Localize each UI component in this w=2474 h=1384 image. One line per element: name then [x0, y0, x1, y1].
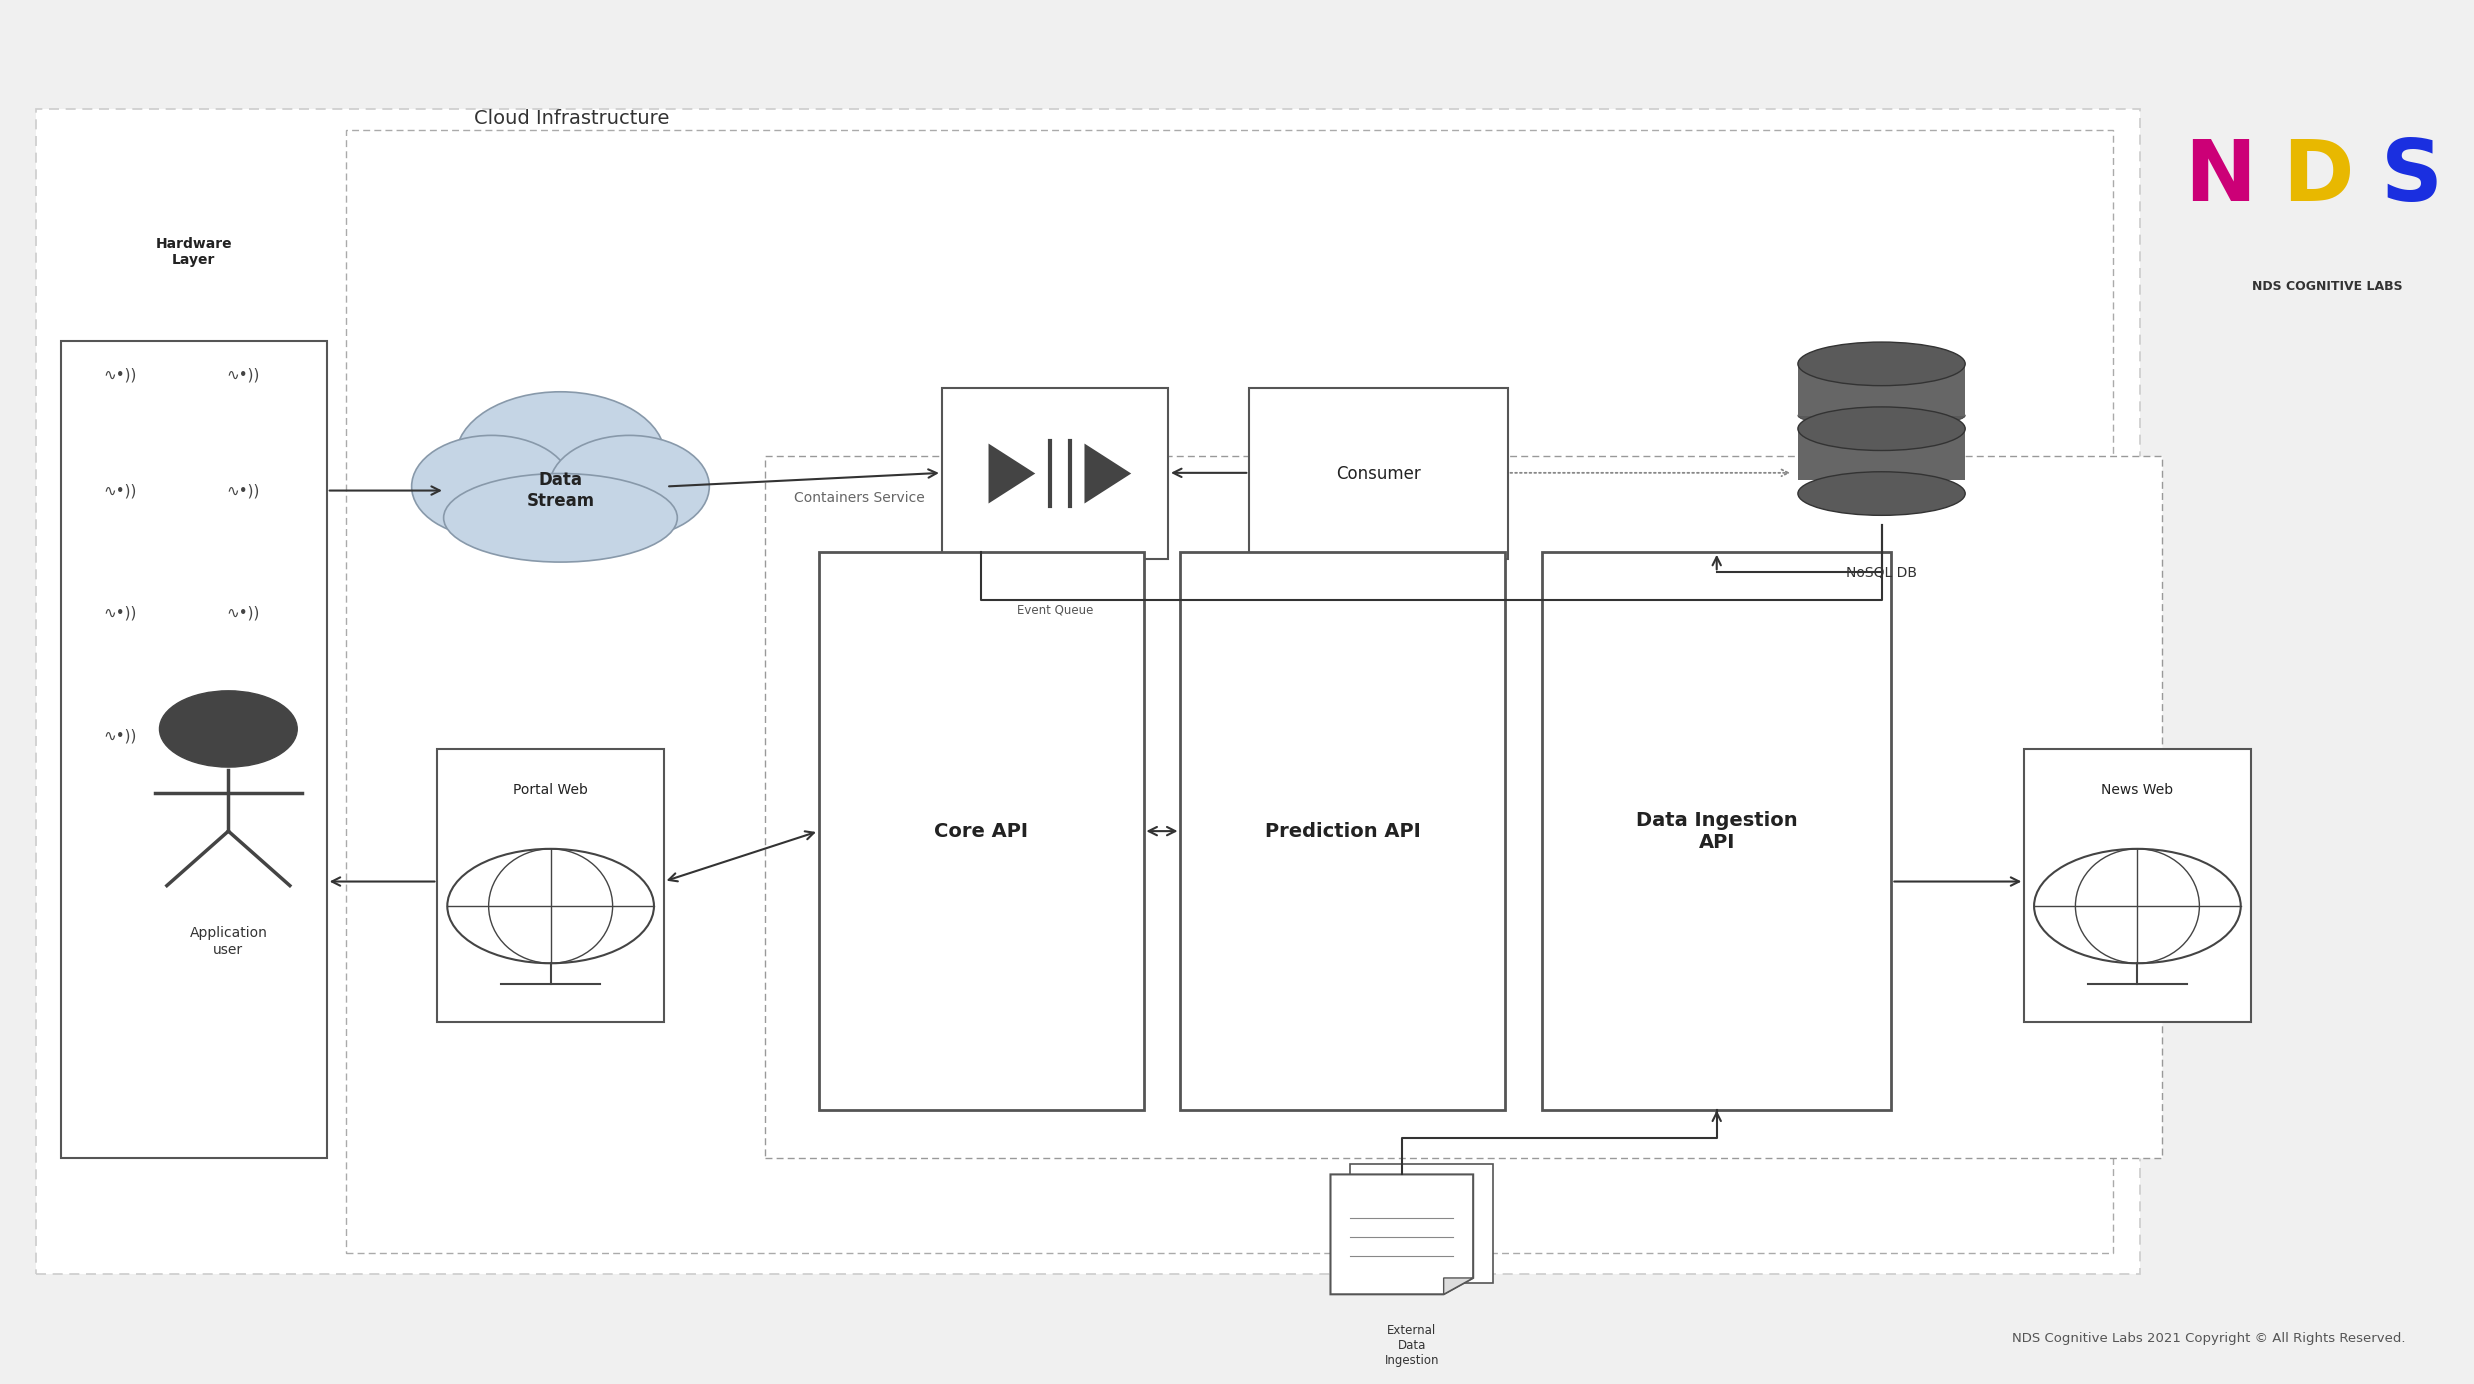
Ellipse shape	[1799, 407, 1964, 451]
Text: ∿•)): ∿•))	[104, 367, 136, 382]
Text: Core API: Core API	[935, 822, 1029, 840]
Text: ∿•)): ∿•))	[104, 606, 136, 620]
Bar	[438, 749, 663, 1021]
Bar	[819, 552, 1143, 1110]
Text: News Web: News Web	[2100, 783, 2175, 797]
Bar	[346, 130, 2113, 1254]
Ellipse shape	[1799, 404, 1964, 426]
Text: Containers Service: Containers Service	[794, 490, 925, 505]
Bar	[37, 109, 2140, 1273]
Circle shape	[158, 691, 297, 767]
Bar	[1249, 389, 1507, 559]
Text: Consumer: Consumer	[1336, 465, 1420, 483]
Bar	[1351, 1164, 1492, 1283]
Text: ∿•)): ∿•))	[228, 728, 260, 743]
Text: ∿•)): ∿•))	[228, 367, 260, 382]
Bar	[943, 389, 1168, 559]
Circle shape	[448, 848, 653, 963]
Polygon shape	[1445, 1277, 1472, 1294]
Text: NDS COGNITIVE LABS: NDS COGNITIVE LABS	[2251, 280, 2402, 292]
Bar	[62, 340, 327, 1158]
Bar	[764, 457, 2162, 1158]
Bar	[1541, 552, 1893, 1110]
Text: NoSQL DB: NoSQL DB	[1846, 565, 1917, 580]
Bar	[1799, 429, 1964, 480]
Ellipse shape	[549, 436, 710, 537]
Circle shape	[2034, 848, 2241, 963]
Text: NDS Cognitive Labs 2021 Copyright © All Rights Reserved.: NDS Cognitive Labs 2021 Copyright © All …	[2011, 1331, 2405, 1345]
Text: Application
user: Application user	[190, 926, 267, 956]
Polygon shape	[990, 443, 1034, 504]
Text: Data
Stream: Data Stream	[527, 471, 594, 509]
Polygon shape	[1084, 443, 1131, 504]
Text: ∿•)): ∿•))	[104, 728, 136, 743]
Ellipse shape	[1799, 472, 1964, 515]
Text: Prediction API: Prediction API	[1264, 822, 1420, 840]
Text: Cloud Infrastructure: Cloud Infrastructure	[475, 109, 670, 129]
Ellipse shape	[1799, 469, 1964, 491]
Text: ∿•)): ∿•))	[228, 483, 260, 498]
Text: External
Data
Ingestion: External Data Ingestion	[1385, 1324, 1440, 1367]
Text: ∿•)): ∿•))	[228, 606, 260, 620]
Text: Hardware
Layer: Hardware Layer	[156, 237, 233, 267]
Polygon shape	[1331, 1175, 1472, 1294]
Bar	[2024, 749, 2251, 1021]
Ellipse shape	[1799, 534, 1964, 556]
Bar	[1799, 364, 1964, 415]
Text: ∿•)): ∿•))	[104, 483, 136, 498]
Ellipse shape	[455, 392, 666, 522]
Bar	[1180, 552, 1504, 1110]
Ellipse shape	[443, 473, 678, 562]
Ellipse shape	[1799, 342, 1964, 386]
Bar	[1799, 494, 1964, 545]
Text: D: D	[2284, 136, 2355, 219]
Text: Event Queue: Event Queue	[1017, 603, 1094, 617]
Text: N: N	[2185, 136, 2256, 219]
Text: Portal Web: Portal Web	[512, 783, 589, 797]
Text: S: S	[2380, 136, 2442, 219]
Ellipse shape	[411, 436, 571, 537]
Text: Data Ingestion
API: Data Ingestion API	[1635, 811, 1799, 851]
